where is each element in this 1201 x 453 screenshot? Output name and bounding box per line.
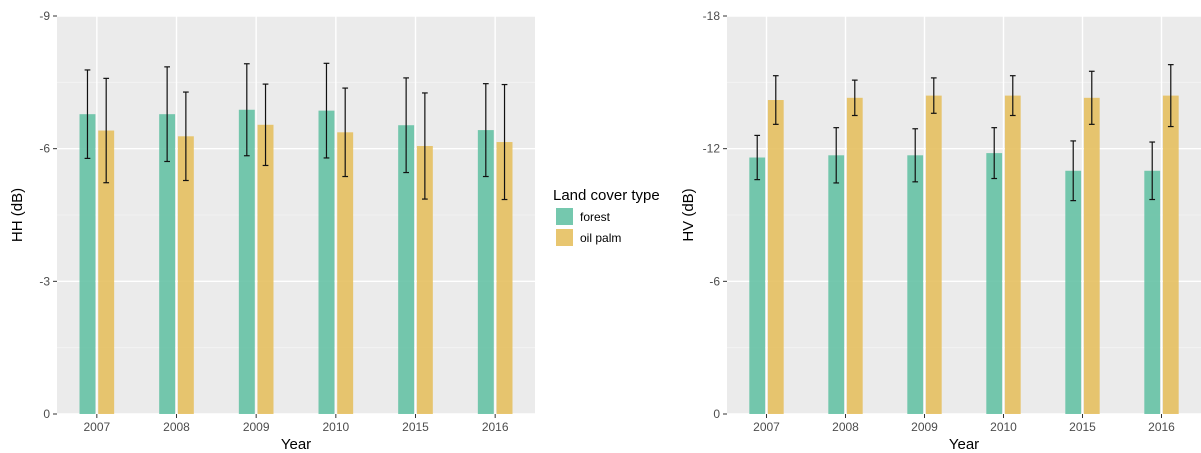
x-tick-label: 2016 <box>1148 420 1175 434</box>
bar-oil-palm-2009 <box>925 95 942 414</box>
legend-key-oil-palm <box>556 229 573 246</box>
x-axis-title: Year <box>949 436 979 453</box>
bar-oil-palm-2016 <box>496 142 513 415</box>
bar-oil-palm-2008 <box>846 97 863 415</box>
bar-oil-palm-2007 <box>767 100 784 415</box>
x-tick-label: 2008 <box>163 420 190 434</box>
bar-forest-2015 <box>1065 170 1082 414</box>
legend: Land cover type forest oil palm <box>553 187 660 246</box>
x-tick-label: 2010 <box>990 420 1017 434</box>
bar-oil-palm-2015 <box>1083 97 1100 415</box>
y-tick-label: -3 <box>39 274 50 288</box>
bar-forest-2008 <box>159 114 176 414</box>
x-tick-label: 2009 <box>911 420 938 434</box>
y-tick-label: -18 <box>703 9 721 23</box>
bar-oil-palm-2010 <box>337 132 354 414</box>
y-tick-label: -6 <box>39 142 50 156</box>
bar-forest-2016 <box>1144 170 1161 414</box>
x-tick-label: 2010 <box>322 420 349 434</box>
bar-oil-palm-2008 <box>177 136 194 415</box>
bar-oil-palm-2007 <box>98 130 115 414</box>
bar-forest-2015 <box>398 125 415 415</box>
bar-forest-2009 <box>238 109 255 415</box>
x-axis-title: Year <box>281 436 311 453</box>
bar-forest-2016 <box>477 130 494 415</box>
x-tick-label: 2007 <box>753 420 780 434</box>
y-tick-label: 0 <box>43 407 50 421</box>
y-tick-label: -6 <box>709 274 720 288</box>
legend-label-oil-palm: oil palm <box>580 231 621 245</box>
x-tick-label: 2009 <box>243 420 270 434</box>
bar-oil-palm-2009 <box>257 124 274 414</box>
x-tick-label: 2008 <box>832 420 859 434</box>
x-tick-label: 2015 <box>1069 420 1096 434</box>
bar-forest-2009 <box>907 155 924 415</box>
x-tick-label: 2015 <box>402 420 429 434</box>
x-tick-label: 2016 <box>482 420 509 434</box>
x-tick-label: 2007 <box>83 420 110 434</box>
bar-forest-2010 <box>318 110 335 414</box>
y-axis-title: HV (dB) <box>680 188 697 241</box>
legend-title: Land cover type <box>553 187 660 204</box>
legend-key-forest <box>556 208 573 225</box>
y-tick-label: 0 <box>713 407 720 421</box>
bar-oil-palm-2016 <box>1162 95 1179 414</box>
y-tick-label: -12 <box>703 142 721 156</box>
hh-panel: 0 -3 -6 -9 2007 2008 2009 2010 2015 2016 Year HH (d… <box>9 9 535 453</box>
y-tick-label: -9 <box>39 9 50 23</box>
legend-label-forest: forest <box>580 210 611 224</box>
hv-panel: 0 -6 -12 -18 2007 2008 2009 2010 2015 2016 Year HV … <box>680 9 1201 453</box>
bar-oil-palm-2010 <box>1004 95 1021 414</box>
bar-forest-2008 <box>828 155 845 415</box>
bar-forest-2010 <box>986 153 1003 415</box>
bar-oil-palm-2015 <box>416 146 433 414</box>
y-axis-title: HH (dB) <box>9 188 26 242</box>
bar-forest-2007 <box>79 114 96 414</box>
bar-forest-2007 <box>749 157 766 414</box>
